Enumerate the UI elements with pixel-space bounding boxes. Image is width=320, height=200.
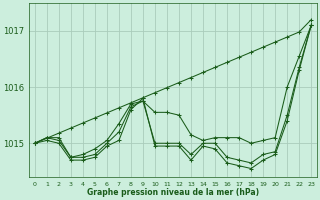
X-axis label: Graphe pression niveau de la mer (hPa): Graphe pression niveau de la mer (hPa) [87,188,259,197]
